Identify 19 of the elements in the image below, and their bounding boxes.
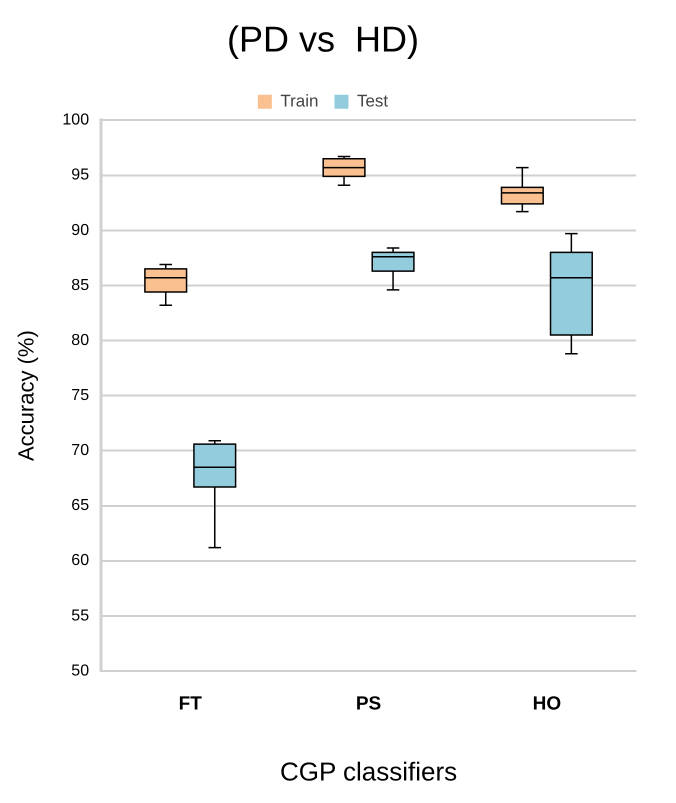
x-tick-label: FT: [178, 694, 202, 715]
chart-title: (PD vs HD): [227, 18, 419, 60]
legend-label: Train: [280, 91, 318, 110]
y-tick-label: 70: [71, 442, 90, 460]
x-tick-label: HO: [532, 694, 562, 715]
y-tick-label: 100: [62, 112, 90, 129]
y-tick-label: 80: [71, 332, 90, 349]
x-axis-title: CGP classifiers: [280, 756, 458, 787]
y-tick-label: 65: [71, 497, 90, 514]
y-tick-label: 55: [71, 607, 90, 624]
legend-label: Test: [356, 91, 388, 110]
y-tick-label: 60: [71, 552, 90, 570]
y-tick-label: 95: [71, 166, 90, 184]
y-tick-label: 50: [71, 662, 90, 680]
y-tick-label: 75: [71, 387, 90, 404]
y-axis-title: Accuracy (%): [13, 330, 38, 461]
y-tick-label: 90: [71, 222, 90, 239]
y-tick-label: 85: [71, 276, 90, 294]
x-tick-label: PS: [356, 694, 382, 715]
